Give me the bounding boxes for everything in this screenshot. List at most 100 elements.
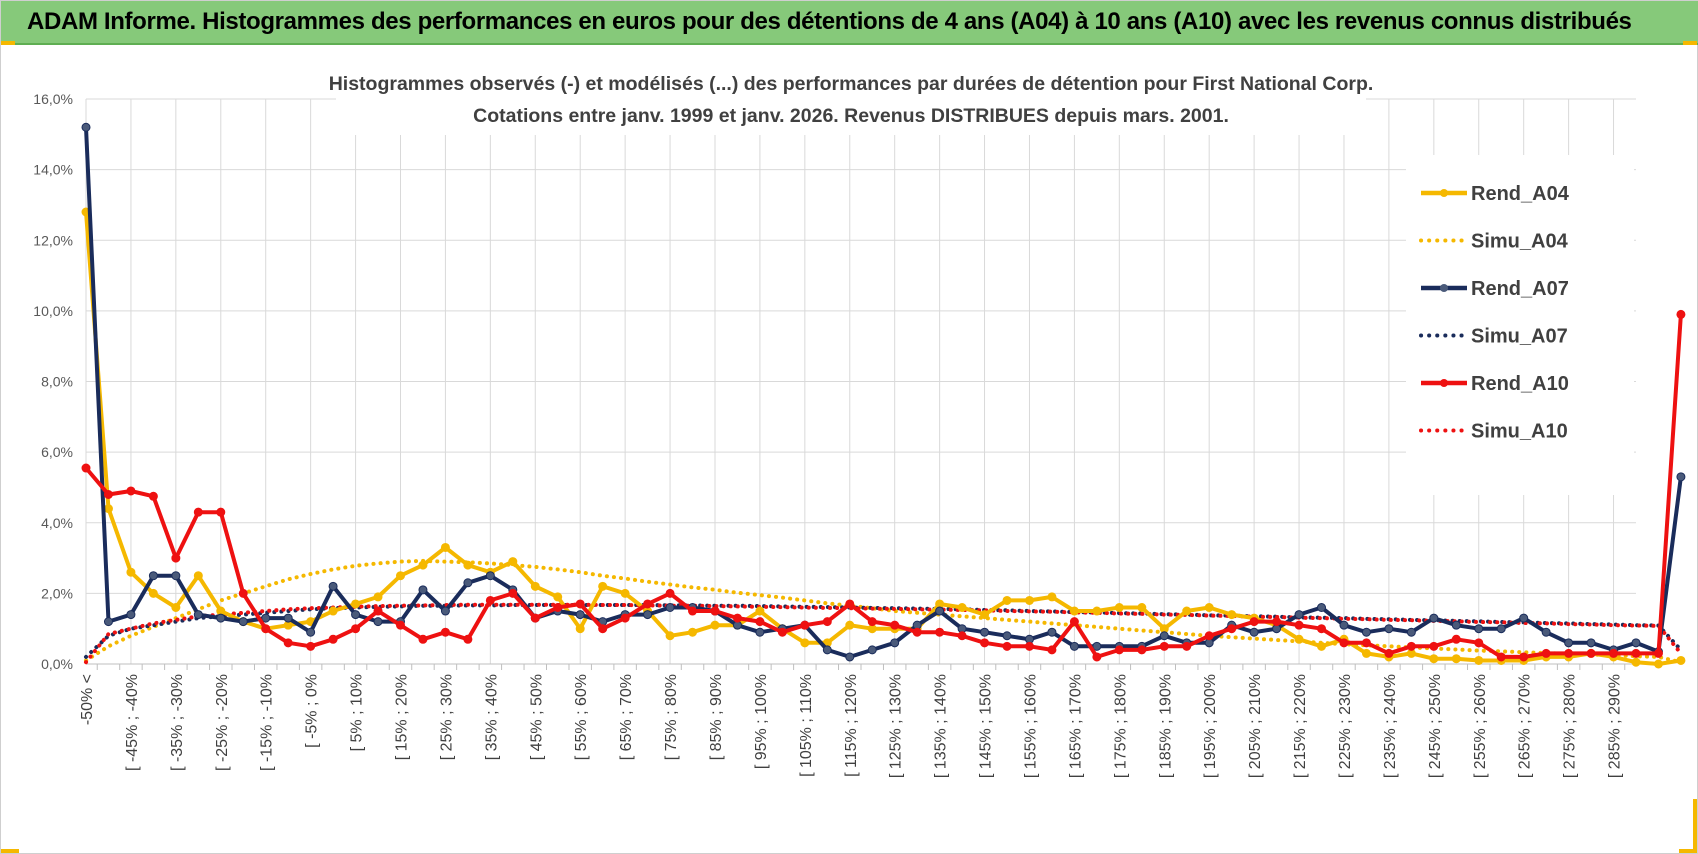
- series-rend-a04-point: [1474, 655, 1484, 665]
- series-rend-a10-point: [1114, 645, 1124, 655]
- x-tick-label: [ 175% ; 180%: [1112, 674, 1129, 778]
- x-tick-label: [ -45% ; -40%: [124, 674, 141, 771]
- series-rend-a07-point: [216, 613, 226, 623]
- x-tick-label: [ 205% ; 210%: [1247, 674, 1264, 778]
- series-rend-a04-point: [418, 560, 428, 570]
- legend-rend-a07-marker: [1440, 284, 1448, 292]
- x-tick-label: [ 35% ; 40%: [483, 674, 500, 760]
- series-rend-a10-point: [598, 624, 608, 634]
- series-rend-a04-point: [688, 627, 698, 637]
- series-rend-a10-point: [575, 599, 585, 609]
- series-rend-a07-point: [1361, 627, 1371, 637]
- series-rend-a10-point: [306, 641, 316, 651]
- series-rend-a07-point: [643, 610, 653, 620]
- series-rend-a04-point: [373, 592, 383, 602]
- series-rend-a04-point: [1182, 606, 1192, 616]
- series-rend-a10-point: [283, 638, 293, 648]
- x-tick-label: [ 255% ; 260%: [1472, 674, 1489, 778]
- x-tick-label: [ -35% ; -30%: [169, 674, 186, 771]
- report-title: ADAM Informe. Histogrammes des performan…: [27, 8, 1632, 35]
- series-rend-a04-point: [1069, 606, 1079, 616]
- x-tick-label: [ 95% ; 100%: [753, 674, 770, 769]
- corner-accent: [1, 41, 15, 45]
- series-rend-a04-point: [395, 571, 405, 581]
- y-tick-label: 2,0%: [41, 585, 73, 601]
- series-rend-a07-point: [261, 613, 271, 623]
- series-rend-a04-point: [193, 571, 203, 581]
- x-tick-label: -50% <: [79, 674, 96, 725]
- series-rend-a10-point: [148, 491, 158, 501]
- y-tick-label: 14,0%: [33, 162, 73, 178]
- x-tick-label: [ 265% ; 270%: [1517, 674, 1534, 778]
- x-tick-label: [ 125% ; 130%: [888, 674, 905, 778]
- x-tick-label: [ 215% ; 220%: [1292, 674, 1309, 778]
- y-tick-label: 0,0%: [41, 656, 73, 672]
- series-rend-a10-point: [440, 627, 450, 637]
- series-rend-a10-point: [1609, 648, 1619, 658]
- x-tick-label: [ 225% ; 230%: [1337, 674, 1354, 778]
- series-rend-a10-point: [688, 606, 698, 616]
- series-rend-a10-point: [777, 627, 787, 637]
- series-rend-a10-point: [395, 620, 405, 630]
- series-rend-a07-point: [81, 122, 91, 132]
- legend-rend-a04-marker: [1440, 189, 1448, 197]
- series-rend-a07-point: [238, 617, 248, 627]
- series-rend-a10-point: [171, 553, 181, 563]
- x-tick-label: [ 185% ; 190%: [1157, 674, 1174, 778]
- series-rend-a04-point: [575, 624, 585, 634]
- series-rend-a04-point: [598, 581, 608, 591]
- series-rend-a04-point: [620, 588, 630, 598]
- series-rend-a10-point: [890, 620, 900, 630]
- series-rend-a04-point: [126, 567, 136, 577]
- chart-title-backdrop: [336, 59, 1366, 135]
- series-rend-a07-point: [665, 603, 675, 612]
- series-rend-a07-point: [755, 627, 765, 637]
- series-rend-a10-point: [800, 620, 810, 630]
- x-tick-label: [ 85% ; 90%: [708, 674, 725, 760]
- series-rend-a10-point: [710, 606, 720, 616]
- series-rend-a04-point: [1227, 610, 1237, 620]
- series-rend-a04-point: [1361, 648, 1371, 658]
- series-rend-a07-point: [1541, 627, 1551, 637]
- x-tick-label: [ 5% ; 10%: [349, 674, 366, 751]
- series-rend-a07-point: [1676, 472, 1686, 482]
- x-tick-label: [ 115% ; 120%: [843, 674, 860, 777]
- x-tick-label: [ 55% ; 60%: [573, 674, 590, 760]
- series-rend-a07-point: [1519, 613, 1529, 623]
- series-rend-a10-point: [1294, 620, 1304, 630]
- axes: [86, 663, 1636, 670]
- series-rend-a10-point: [1451, 634, 1461, 644]
- series-rend-a07-point: [1586, 638, 1596, 648]
- series-rend-a04-point: [980, 610, 990, 620]
- series-rend-a10-point: [373, 606, 383, 616]
- series-rend-a10-point: [912, 627, 922, 637]
- y-tick-label: 4,0%: [41, 515, 73, 531]
- series-rend-a10-point: [1653, 648, 1663, 658]
- series-rend-a10-point: [261, 624, 271, 634]
- series-rend-a04-point: [957, 603, 967, 612]
- series-rend-a07-point: [485, 571, 495, 581]
- x-tick-label: [ 135% ; 140%: [933, 674, 950, 778]
- series-rend-a07-point: [980, 627, 990, 637]
- series-rend-a10-point: [1024, 641, 1034, 651]
- series-rend-a04-point: [1653, 659, 1663, 669]
- series-rend-a10-point: [957, 631, 967, 641]
- series-rend-a04-point: [351, 599, 361, 609]
- series-rend-a07-point: [418, 585, 428, 595]
- series-rend-a04-point: [440, 542, 450, 552]
- histogram-chart: Histogrammes observés (-) et modélisés (…: [33, 59, 1686, 778]
- series-rend-a10-point: [1249, 617, 1259, 627]
- series-rend-a04-point: [463, 560, 473, 570]
- series-rend-a07-point: [867, 645, 877, 655]
- series-rend-a04-point: [1002, 595, 1012, 605]
- series-rend-a07-point: [1092, 641, 1102, 651]
- series-rend-a10-point: [643, 599, 653, 609]
- series-rend-a04-point: [508, 557, 518, 567]
- series-rend-a07-point: [822, 645, 832, 655]
- series-lines: [81, 122, 1686, 669]
- y-axis-ticks: 0,0% 2,0% 4,0% 6,0% 8,0% 10,0% 12,0% 14,0% 16,0%: [33, 91, 73, 672]
- series-rend-a10-point: [620, 613, 630, 623]
- series-rend-a07-point: [171, 571, 181, 581]
- legend-rend-a07-label: Rend_A07: [1471, 278, 1569, 300]
